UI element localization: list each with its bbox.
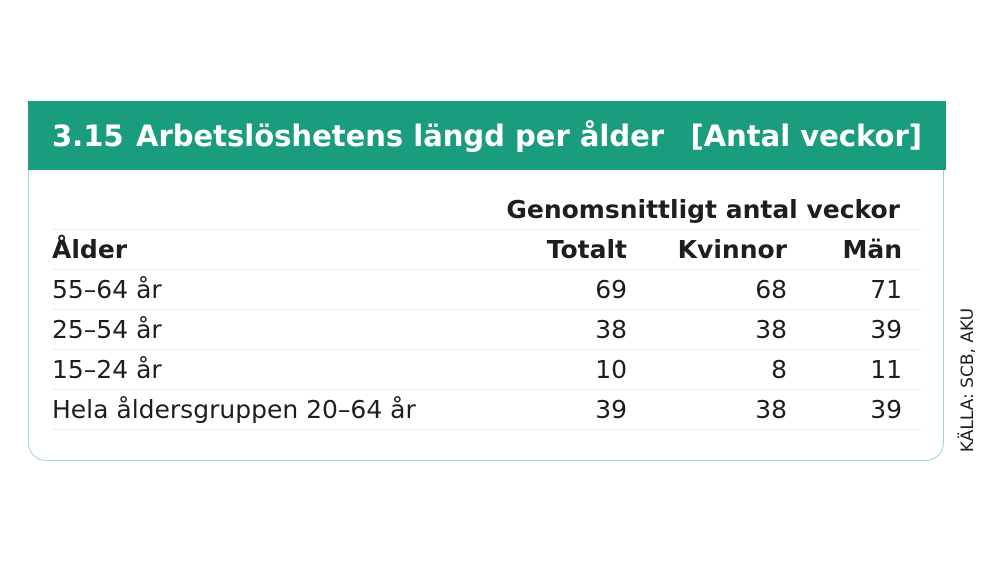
value-cell: 8 <box>771 355 787 384</box>
source: KÄLLA: SCB, AKU <box>958 307 978 453</box>
value-cell: 38 <box>755 395 787 424</box>
header-number: 3.15 <box>52 119 124 153</box>
header-bar: 3.15 Arbetslöshetens längd per ålder [An… <box>28 101 946 170</box>
value-cell: 39 <box>595 395 627 424</box>
table-box <box>28 101 944 461</box>
table-row: Ålder Totalt Kvinnor Män <box>52 229 922 270</box>
label-cell: 15–24 år <box>52 355 162 384</box>
value-cell: Kvinnor <box>677 235 787 264</box>
value-cell: 38 <box>755 315 787 344</box>
header-unit: [Antal veckor] <box>690 119 922 153</box>
value-cell: 10 <box>595 355 627 384</box>
value-cell: Totalt <box>546 235 627 264</box>
group-header: Genomsnittligt antal veckor <box>506 195 900 224</box>
value-cell: 39 <box>870 315 902 344</box>
value-cell: 39 <box>870 395 902 424</box>
value-cell: 68 <box>755 275 787 304</box>
header-title: Arbetslöshetens längd per ålder <box>136 119 665 153</box>
value-cell: 11 <box>870 355 902 384</box>
table-row: 25–54 år 38 38 39 <box>52 309 922 350</box>
label-cell: Hela åldersgruppen 20–64 år <box>52 395 416 424</box>
table-row: Hela åldersgruppen 20–64 år 39 38 39 <box>52 389 922 430</box>
label-cell: 25–54 år <box>52 315 162 344</box>
label-cell: 55–64 år <box>52 275 162 304</box>
value-cell: Män <box>842 235 902 264</box>
value-cell: 38 <box>595 315 627 344</box>
value-cell: 69 <box>595 275 627 304</box>
value-cell: 71 <box>870 275 902 304</box>
table-row: 55–64 år 69 68 71 <box>52 269 922 310</box>
group-header-row: Genomsnittligt antal veckor <box>52 189 922 230</box>
table-row: 15–24 år 10 8 11 <box>52 349 922 390</box>
label-cell: Ålder <box>52 235 128 264</box>
